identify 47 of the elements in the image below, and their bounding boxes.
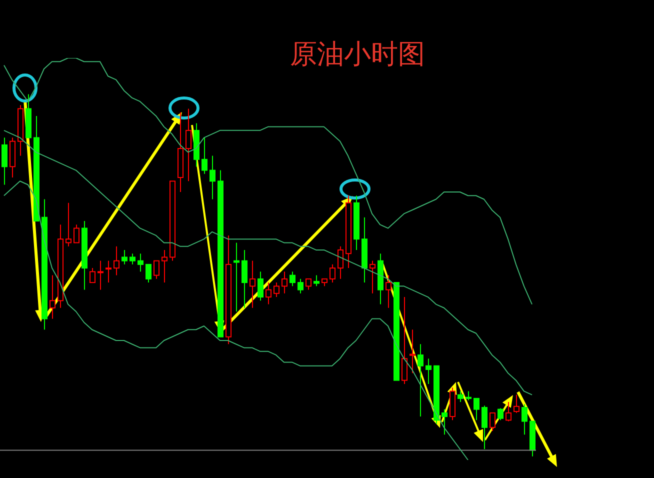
candlestick bbox=[458, 390, 464, 403]
candlestick bbox=[50, 274, 56, 320]
candlestick bbox=[482, 405, 488, 450]
candlestick bbox=[386, 274, 392, 308]
candlestick bbox=[122, 249, 128, 265]
candlestick bbox=[298, 278, 304, 294]
candlestick bbox=[290, 271, 296, 287]
candlestick bbox=[130, 253, 136, 265]
candlestick bbox=[250, 260, 256, 308]
candlestick bbox=[258, 271, 264, 302]
candlestick bbox=[98, 260, 104, 290]
candlestick bbox=[314, 274, 320, 287]
candlestick bbox=[74, 224, 80, 244]
candlestick bbox=[242, 249, 248, 308]
candlestick bbox=[466, 390, 472, 401]
candlestick bbox=[274, 282, 280, 298]
candlestick bbox=[210, 155, 216, 200]
candlestick bbox=[514, 394, 520, 414]
candlestick bbox=[146, 264, 152, 284]
candlestick bbox=[186, 108, 192, 182]
candlestick bbox=[338, 246, 344, 280]
candlestick bbox=[114, 246, 120, 276]
candlestick bbox=[90, 268, 96, 284]
candlestick bbox=[202, 137, 208, 174]
candlestick bbox=[234, 242, 240, 312]
candlestick bbox=[138, 253, 144, 272]
candlestick bbox=[266, 282, 272, 305]
candlestick bbox=[426, 358, 432, 384]
candlestick bbox=[66, 202, 72, 247]
candlestick bbox=[490, 412, 496, 432]
candlestick bbox=[442, 408, 448, 436]
candlestick bbox=[418, 344, 424, 418]
candlestick bbox=[474, 398, 480, 421]
candlestick bbox=[2, 137, 8, 186]
candlestick bbox=[306, 278, 312, 290]
candlestick bbox=[162, 249, 168, 284]
chart-title: 原油小时图 bbox=[290, 38, 425, 72]
candlestick bbox=[370, 260, 376, 294]
candlestick bbox=[282, 271, 288, 294]
candlestick bbox=[154, 260, 160, 280]
candlestick bbox=[402, 296, 408, 384]
candlestick bbox=[506, 402, 512, 422]
candlestick bbox=[522, 404, 528, 436]
candlestick bbox=[330, 264, 336, 284]
candlestick bbox=[410, 329, 416, 374]
candlestick bbox=[106, 260, 112, 284]
candlestick bbox=[498, 408, 504, 421]
